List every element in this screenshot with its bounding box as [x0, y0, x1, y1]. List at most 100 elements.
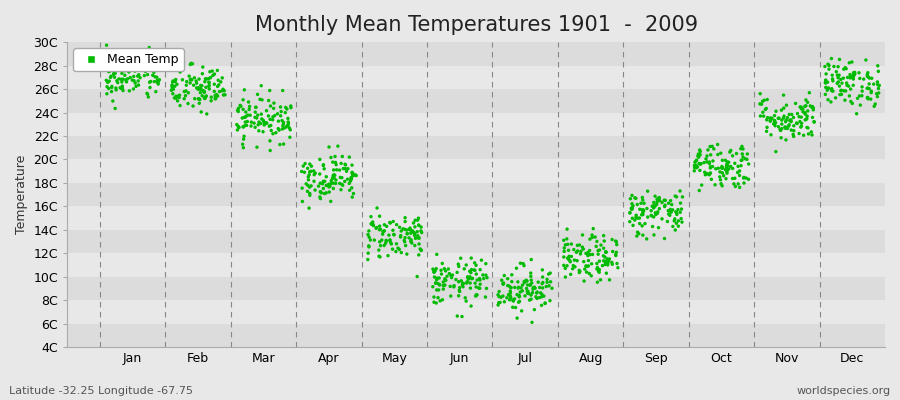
Point	[590, 264, 605, 271]
Point	[166, 78, 180, 84]
Point	[370, 224, 384, 231]
Point	[627, 195, 642, 201]
Point	[452, 278, 466, 285]
Point	[571, 242, 585, 248]
Point	[623, 209, 637, 216]
Point	[378, 240, 392, 246]
Point	[365, 221, 380, 228]
Point	[778, 125, 793, 132]
Point	[837, 66, 851, 72]
Point	[787, 114, 801, 121]
Point	[572, 269, 587, 276]
Point	[362, 234, 376, 240]
Point	[137, 72, 151, 79]
Point	[348, 172, 363, 178]
Point	[449, 276, 464, 283]
Point	[250, 91, 265, 98]
Point	[779, 102, 794, 108]
Point	[794, 124, 808, 130]
Point	[719, 176, 733, 182]
Point	[411, 222, 426, 228]
Point	[843, 86, 858, 92]
Point	[589, 243, 603, 250]
Point	[727, 160, 742, 166]
Point	[646, 203, 661, 209]
Point	[592, 266, 607, 273]
Point	[688, 164, 702, 171]
Point	[122, 88, 137, 94]
Point	[840, 80, 854, 86]
Point	[581, 257, 596, 264]
Point	[427, 294, 441, 300]
Point	[192, 86, 206, 92]
Point	[735, 151, 750, 157]
Point	[193, 96, 207, 103]
Point	[373, 213, 387, 220]
Point	[127, 73, 141, 80]
Point	[385, 246, 400, 252]
Point	[406, 229, 420, 235]
Point	[184, 76, 198, 82]
Point	[446, 272, 460, 278]
Point	[195, 64, 210, 70]
Point	[176, 76, 190, 83]
Point	[784, 117, 798, 123]
Point	[655, 199, 670, 206]
Point	[197, 95, 211, 101]
Point	[625, 206, 639, 212]
Point	[848, 69, 862, 76]
Point	[480, 285, 494, 292]
Point	[629, 214, 643, 220]
Point	[393, 232, 408, 239]
Point	[427, 267, 441, 274]
Point	[398, 234, 412, 241]
Point	[860, 70, 875, 76]
Point	[106, 70, 121, 77]
Point	[592, 269, 607, 276]
Point	[719, 164, 733, 170]
Point	[323, 183, 338, 189]
Point	[151, 78, 166, 85]
Point	[111, 80, 125, 86]
Point	[843, 74, 858, 81]
Point	[580, 263, 594, 270]
Point	[520, 278, 535, 284]
Point	[625, 206, 639, 212]
Point	[373, 239, 387, 245]
Point	[837, 88, 851, 94]
Point	[669, 208, 683, 215]
Point	[703, 165, 717, 171]
Point	[469, 271, 483, 277]
Point	[503, 292, 517, 299]
Point	[136, 65, 150, 72]
Point	[429, 287, 444, 293]
Point	[447, 282, 462, 289]
Point	[118, 58, 132, 64]
Point	[789, 120, 804, 126]
Point	[860, 96, 875, 102]
Point	[432, 275, 446, 281]
Point	[590, 238, 604, 244]
Point	[563, 258, 578, 265]
Point	[784, 118, 798, 125]
Point	[411, 235, 426, 242]
Point	[508, 304, 523, 311]
Point	[509, 265, 524, 272]
Point	[864, 88, 878, 94]
Point	[412, 234, 427, 241]
Point	[324, 180, 338, 187]
Point	[329, 162, 344, 168]
Point	[576, 246, 590, 252]
Point	[509, 292, 524, 298]
Point	[840, 82, 854, 89]
Point	[110, 78, 124, 84]
Point	[664, 209, 679, 215]
Point	[521, 288, 535, 294]
Point	[326, 172, 340, 179]
Point	[755, 98, 770, 104]
Point	[650, 201, 664, 208]
Point	[569, 249, 583, 256]
Point	[558, 274, 572, 280]
Point	[793, 118, 807, 125]
Point	[595, 262, 609, 269]
